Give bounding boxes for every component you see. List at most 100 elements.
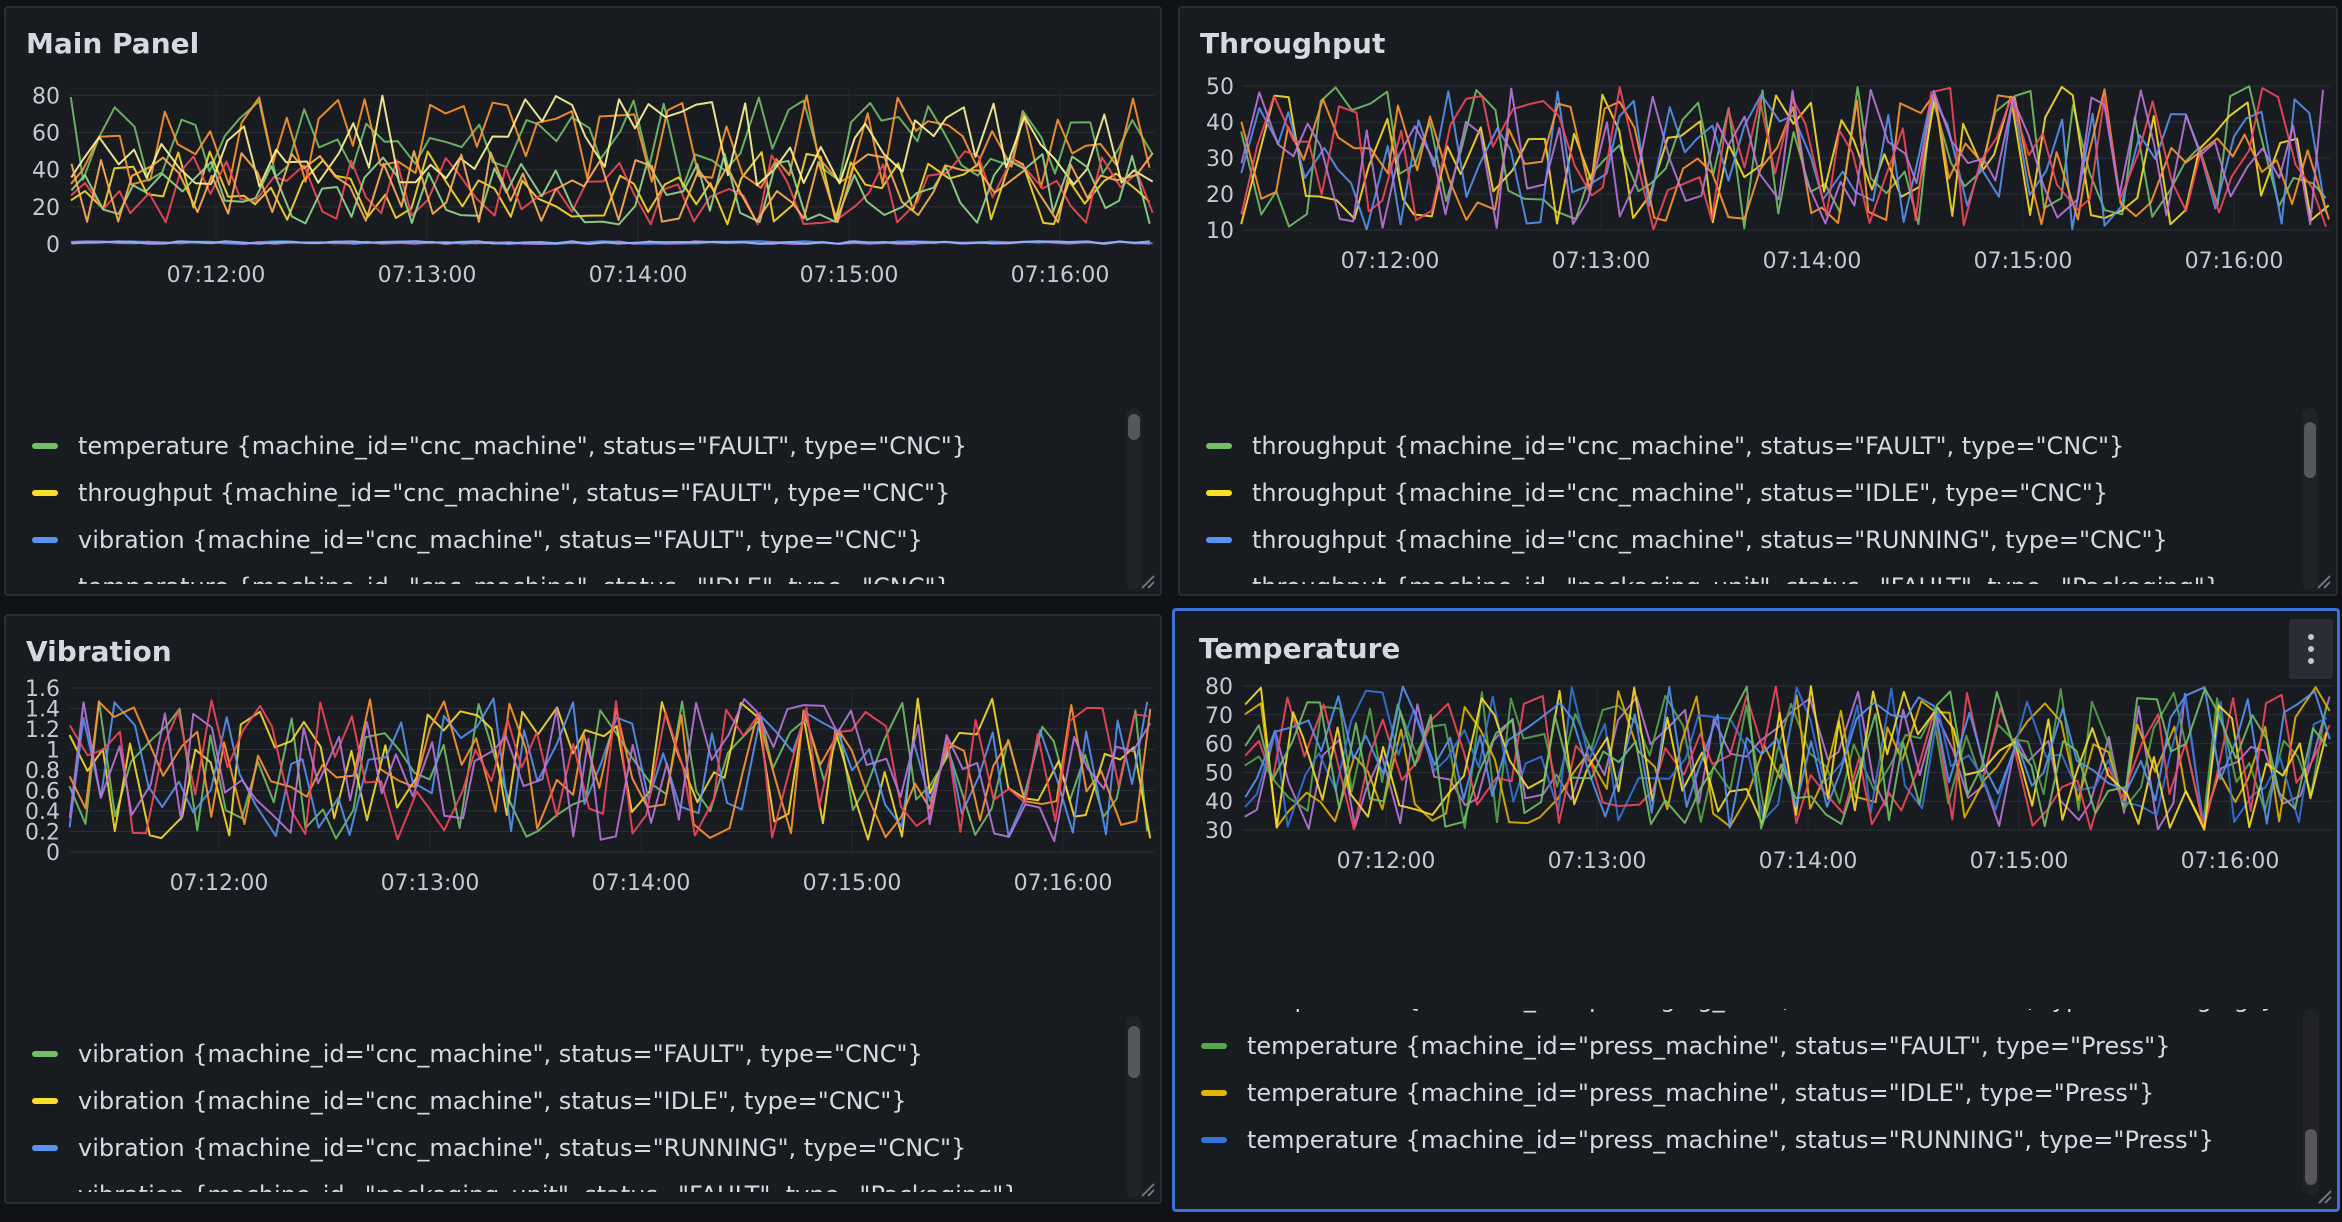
series-line[interactable]	[1240, 87, 2324, 229]
series-line[interactable]	[70, 150, 1154, 224]
series-line[interactable]	[1240, 90, 2327, 231]
y-tick-label: 20	[32, 196, 60, 221]
x-tick-label: 07:12:00	[1337, 849, 1436, 874]
legend-item[interactable]: throughput {machine_id="packaging_unit",…	[1206, 567, 2220, 584]
series-line[interactable]	[1244, 685, 2331, 829]
legend-color-swatch	[1201, 1090, 1227, 1096]
x-tick-label: 07:12:00	[170, 871, 269, 896]
legend-label: temperature {machine_id="cnc_machine", s…	[78, 432, 968, 460]
legend-color-swatch	[32, 1145, 58, 1151]
menu-dot-icon	[2308, 634, 2314, 640]
panel-title[interactable]: Temperature	[1199, 632, 1401, 665]
y-tick-label: 0.8	[25, 759, 60, 784]
legend-label: vibration {machine_id="cnc_machine", sta…	[78, 1087, 907, 1115]
resize-handle-icon[interactable]	[2314, 572, 2332, 590]
x-tick-label: 07:16:00	[2181, 849, 2280, 874]
legend-color-swatch	[32, 1098, 58, 1104]
menu-dot-icon	[2308, 658, 2314, 664]
legend: vibration {machine_id="cnc_machine", sta…	[6, 1034, 1160, 1192]
legend-scrollbar[interactable]	[2302, 408, 2318, 590]
legend-item[interactable]: vibration {machine_id="cnc_machine", sta…	[32, 520, 923, 560]
timeseries-chart[interactable]: 0 20 40 60 80 07:12:00 07:13:00 07:14:00 07:15:0…	[6, 8, 1162, 398]
panel-menu-button[interactable]	[2289, 619, 2333, 679]
series-line[interactable]	[68, 698, 1152, 843]
legend-item[interactable]: throughput {machine_id="cnc_machine", st…	[1206, 520, 2168, 560]
series-line[interactable]	[68, 698, 1152, 839]
panel-title[interactable]: Main Panel	[26, 27, 200, 60]
legend-label: throughput {machine_id="cnc_machine", st…	[78, 479, 951, 507]
x-tick-label: 07:15:00	[800, 263, 899, 288]
legend-color-swatch	[32, 537, 58, 543]
legend-item[interactable]: vibration {machine_id="packaging_unit", …	[32, 1175, 1019, 1192]
x-tick-label: 07:14:00	[592, 871, 691, 896]
legend-item[interactable]: temperature {machine_id="press_machine",…	[1201, 1073, 2154, 1113]
y-tick-label: 10	[1206, 219, 1234, 244]
panel-temperature[interactable]: Temperature 30 40 50 60 70 80 07:12:00 07:13:00…	[1172, 608, 2340, 1212]
legend-item[interactable]: temperature {machine_id="press_machine",…	[1201, 1120, 2214, 1160]
resize-handle-icon[interactable]	[1138, 1180, 1156, 1198]
panel-title[interactable]: Throughput	[1200, 27, 1386, 60]
resize-handle-icon[interactable]	[2315, 1187, 2333, 1205]
legend-color-swatch	[1201, 1137, 1227, 1143]
legend-scrollbar[interactable]	[1126, 1016, 1142, 1198]
timeseries-chart[interactable]: 00.20.40.60.811.21.41.6 07:12:00 07:13:00 0…	[6, 616, 1162, 1006]
legend-scrollbar[interactable]	[2303, 1009, 2319, 1195]
legend-item[interactable]: temperature {machine_id="press_machine",…	[1201, 1026, 2170, 1066]
resize-handle-icon[interactable]	[1138, 572, 1156, 590]
series-line[interactable]	[1244, 685, 2328, 830]
legend-item[interactable]: temperature {machine_id="cnc_machine", s…	[32, 426, 967, 466]
y-tick-label: 60	[1205, 733, 1233, 758]
legend-item[interactable]: throughput {machine_id="cnc_machine", st…	[1206, 473, 2108, 513]
series-line[interactable]	[68, 699, 1148, 841]
legend-item[interactable]: throughput {machine_id="cnc_machine", st…	[1206, 426, 2124, 466]
legend-item[interactable]: vibration {machine_id="cnc_machine", sta…	[32, 1128, 966, 1168]
y-tick-label: 60	[32, 121, 60, 146]
legend: throughput {machine_id="cnc_machine", st…	[1180, 426, 2336, 584]
series-line[interactable]	[1240, 86, 2327, 231]
legend-scrollbar[interactable]	[1126, 408, 1142, 590]
timeseries-chart[interactable]: 10 20 30 40 50 07:12:00 07:13:00 07:14:00 07:15:…	[1180, 8, 2338, 398]
y-tick-label: 50	[1206, 75, 1234, 100]
series-line[interactable]	[68, 697, 1152, 841]
x-tick-label: 07:15:00	[1970, 849, 2069, 874]
scrollbar-thumb[interactable]	[1128, 1026, 1140, 1078]
timeseries-chart[interactable]: 30 40 50 60 70 80 07:12:00 07:13:00 07:14:00 07:1…	[1175, 611, 2340, 1015]
scrollbar-thumb[interactable]	[2304, 422, 2316, 478]
legend-label: vibration {machine_id="cnc_machine", sta…	[78, 526, 923, 554]
series-line[interactable]	[70, 152, 1151, 226]
legend-label: throughput {machine_id="cnc_machine", st…	[1252, 526, 2168, 554]
y-tick-label: 80	[1205, 675, 1233, 700]
legend-item[interactable]: temperature {machine_id="packaging_unit"…	[1201, 1009, 2275, 1019]
legend-label: temperature {machine_id="press_machine",…	[1247, 1079, 2155, 1107]
y-tick-label: 50	[1205, 761, 1233, 786]
y-tick-label: 1	[46, 739, 60, 764]
y-tick-label: 30	[1206, 147, 1234, 172]
y-tick-label: 80	[32, 84, 60, 109]
scrollbar-thumb[interactable]	[2305, 1129, 2317, 1185]
series-line[interactable]	[71, 240, 1150, 245]
panel-main[interactable]: Main Panel 0 20 40 60 80 07:12:00 07:13:00 07:1…	[4, 6, 1162, 596]
x-tick-label: 07:14:00	[589, 263, 688, 288]
series-line[interactable]	[70, 94, 1151, 189]
x-tick-label: 07:13:00	[378, 263, 477, 288]
series-line[interactable]	[70, 94, 1154, 188]
legend-item[interactable]: temperature {machine_id="cnc_machine", s…	[32, 567, 951, 584]
panel-vibration[interactable]: Vibration 0 0.2 0.4 0.6 0.8 1 1.2 1.4 1.6 07:12:0…	[4, 614, 1162, 1204]
legend: temperature {machine_id="packaging_unit"…	[1175, 1009, 2337, 1191]
menu-dot-icon	[2308, 646, 2314, 652]
series-line[interactable]	[1244, 685, 2328, 831]
legend-item[interactable]: vibration {machine_id="cnc_machine", sta…	[32, 1034, 923, 1074]
panel-throughput[interactable]: Throughput 10 20 30 40 50 07:12:00 07:13:00 07:…	[1178, 6, 2338, 596]
x-tick-label: 07:15:00	[1974, 249, 2073, 274]
x-tick-label: 07:13:00	[1548, 849, 1647, 874]
series-line[interactable]	[69, 96, 1154, 189]
y-tick-label: 0.4	[25, 800, 60, 825]
legend-color-swatch	[32, 1051, 58, 1057]
legend-item[interactable]: throughput {machine_id="cnc_machine", st…	[32, 473, 950, 513]
legend-label: vibration {machine_id="packaging_unit", …	[78, 1181, 1019, 1192]
panel-title[interactable]: Vibration	[26, 635, 172, 668]
legend-item[interactable]: vibration {machine_id="cnc_machine", sta…	[32, 1081, 907, 1121]
y-tick-label: 1.6	[25, 677, 60, 702]
scrollbar-thumb[interactable]	[1128, 414, 1140, 440]
legend-label: temperature {machine_id="press_machine",…	[1247, 1126, 2214, 1154]
